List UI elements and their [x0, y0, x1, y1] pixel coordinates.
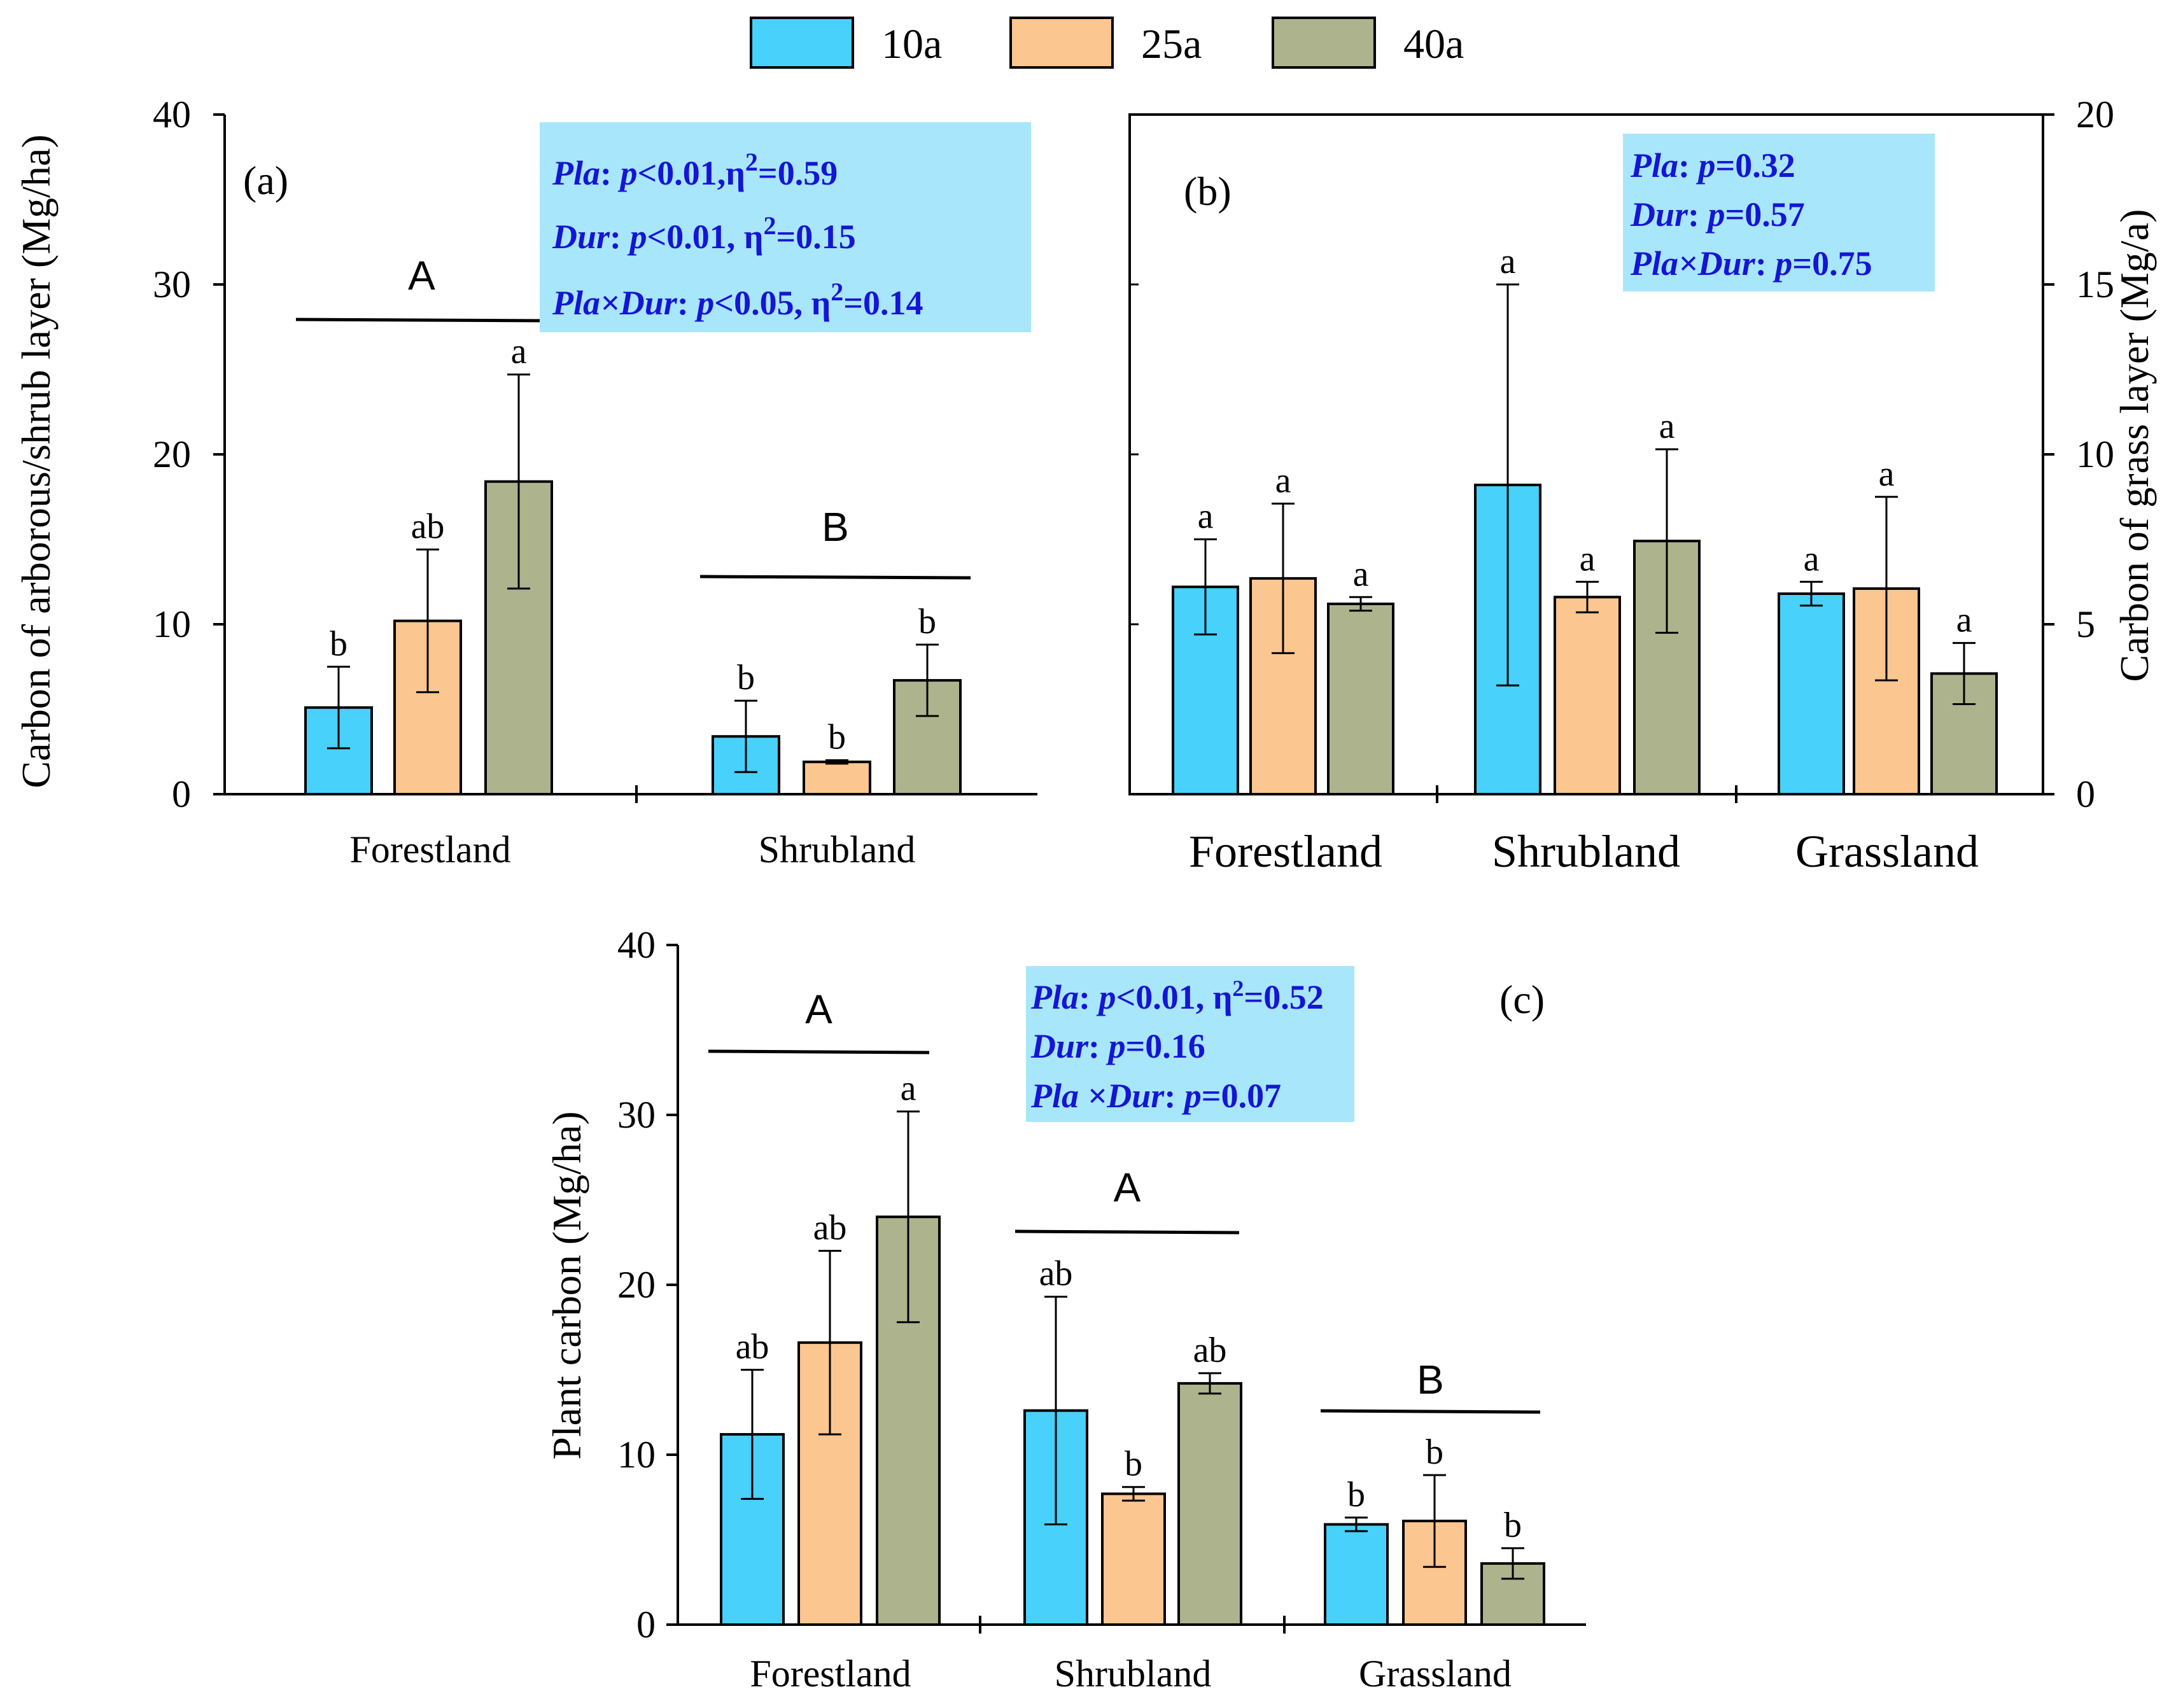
panel-b-y-tick-label: 0	[2076, 773, 2095, 815]
panel-c-group-line	[1320, 1409, 1541, 1414]
panel-b-sig-letter: a	[1353, 554, 1369, 594]
panel-c-group-letter: B	[1417, 1357, 1444, 1403]
legend-swatch-25a	[1009, 17, 1114, 69]
panel-b-sig-letter: a	[1275, 461, 1291, 500]
panel-c-group-letter: A	[805, 986, 832, 1032]
panel-c-label: (c)	[1499, 977, 1545, 1022]
legend-swatch-10a	[750, 17, 854, 69]
panel-c-sig-letter: b	[1125, 1445, 1142, 1484]
panel-a-group-letter: B	[822, 504, 849, 550]
panel-a-group-line	[295, 318, 548, 323]
panel-c-sig-letter: a	[901, 1069, 916, 1109]
panel-c-category-label: Forestland	[750, 1653, 911, 1695]
panel-c-group-line	[1014, 1229, 1240, 1235]
panel-b-sig-letter: a	[1580, 539, 1596, 578]
panel-a-y-tick-label: 40	[153, 94, 191, 136]
panel-c-y-tick-label: 20	[617, 1264, 656, 1306]
panel-b-sig-letter: a	[1956, 600, 1972, 640]
panel-a-sig-letter: b	[918, 602, 936, 641]
panel-b-label: (b)	[1184, 169, 1232, 214]
panel-c-stats-line-3: Pla ×Dur: p=0.07	[1030, 1077, 1281, 1115]
panel-a-sig-letter: b	[828, 718, 846, 757]
panel-b-sig-letter: a	[1500, 242, 1516, 281]
panel-c-bar-25a	[1101, 1492, 1166, 1626]
panel-b-bar-10a	[1778, 592, 1845, 795]
panel-b-sig-letter: a	[1879, 454, 1895, 494]
panel-a-y-axis-title: Carbon of arborous/shrub layer (Mg/ha)	[13, 134, 59, 788]
panel-a-bar-25a	[803, 760, 871, 796]
panel-a-category-label: Shrubland	[759, 829, 916, 871]
panel-b-plot: 0 5 10 15 20 Forestland Shrubland Grassland a a a a…	[1128, 94, 2114, 877]
panel-c-y-axis-title: Plant carbon (Mg/ha)	[544, 1111, 589, 1459]
legend-label-25a: 25a	[1141, 21, 1202, 67]
panel-c-category-label: Shrubland	[1055, 1653, 1212, 1695]
panel-a-sig-letter: b	[737, 658, 755, 697]
panel-b-sig-letter: a	[1198, 497, 1214, 536]
panel-b-stats-box	[1623, 134, 1935, 291]
panel-c-y-tick-label: 10	[617, 1434, 656, 1476]
panel-c-category-label: Grassland	[1359, 1653, 1512, 1695]
panel-c-sig-letter: ab	[1193, 1331, 1227, 1370]
panel-c-sig-letter: ab	[813, 1208, 847, 1248]
panel-a-stats-line-2: Dur: p<0.01, η2=0.15	[552, 211, 856, 256]
panel-b-category-label: Shrubland	[1492, 826, 1680, 877]
panel-a-group-line	[699, 575, 971, 580]
panel-c-group-letter: A	[1114, 1165, 1141, 1210]
panel-b-bar-25a	[1554, 596, 1621, 796]
panel-a-y-tick-label: 20	[153, 433, 191, 475]
legend-label-40a: 40a	[1403, 21, 1464, 67]
panel-b-y-tick-label: 10	[2076, 433, 2114, 475]
panel-a-category-label: Forestland	[349, 829, 510, 871]
panel-c-sig-letter: ab	[736, 1327, 769, 1367]
panel-c-stats-line-1: Pla: p<0.01, η2=0.52	[1030, 976, 1324, 1016]
legend-swatch-40a	[1272, 17, 1376, 69]
legend: 10a 25a 40a	[750, 17, 1464, 69]
panel-b-y-tick-label: 20	[2076, 94, 2114, 136]
panel-c-bar-10a	[1324, 1523, 1389, 1626]
panel-a-sig-letter: ab	[411, 507, 445, 547]
panel-a-sig-letter: b	[330, 624, 347, 664]
panel-a-y-tick-label: 30	[153, 263, 191, 305]
panel-c-stats-box	[1026, 966, 1354, 1122]
panel-b-stats-line-3: Pla×Dur: p=0.75	[1630, 244, 1872, 283]
panel-a-stats-line-3: Pla×Dur: p<0.05, η2=0.14	[552, 277, 923, 322]
panel-a-y-tick-label: 0	[172, 773, 191, 815]
panel-b-bar-40a	[1327, 602, 1394, 796]
panel-b: 0 5 10 15 20 Forestland Shrubland Grassland a a a a…	[1128, 94, 2157, 877]
panel-c-stats-line-2: Dur: p=0.16	[1030, 1027, 1205, 1065]
panel-c-sig-letter: ab	[1039, 1254, 1073, 1294]
panel-b-sig-letter: a	[1659, 407, 1675, 446]
panel-b-y-tick-label: 5	[2076, 603, 2095, 645]
panel-a-stats-line-1: Pla: p<0.01,η2=0.59	[552, 148, 838, 192]
panel-b-stats-line-2: Dur: p=0.57	[1630, 195, 1805, 234]
panel-c-sig-letter: b	[1347, 1475, 1365, 1515]
panel-a-y-tick-label: 10	[153, 603, 191, 645]
panel-c-y-tick-label: 30	[617, 1094, 656, 1136]
panel-a-sig-letter: a	[511, 332, 527, 372]
panel-a-group-letter: A	[408, 253, 435, 298]
panel-b-category-label: Forestland	[1189, 826, 1382, 877]
panel-c-bar-40a	[1177, 1382, 1242, 1627]
panel-c-y-tick-label: 40	[617, 924, 656, 966]
panel-c-group-line	[708, 1049, 930, 1054]
panel-c-sig-letter: b	[1426, 1432, 1443, 1472]
legend-label-10a: 10a	[881, 21, 942, 67]
panel-b-y-tick-label: 15	[2076, 263, 2114, 305]
panel-b-category-label: Grassland	[1795, 826, 1979, 877]
panel-c-y-tick-label: 0	[636, 1604, 656, 1646]
panel-a-label: (a)	[243, 158, 288, 203]
panel-b-stats-line-1: Pla: p=0.32	[1630, 146, 1795, 185]
panel-c-sig-letter: b	[1504, 1506, 1522, 1545]
panel-b-y-axis-title: Carbon of grass layer (Mg/a)	[2112, 209, 2157, 682]
panel-a-stats-box	[540, 122, 1031, 332]
panel-b-sig-letter: a	[1804, 539, 1820, 578]
